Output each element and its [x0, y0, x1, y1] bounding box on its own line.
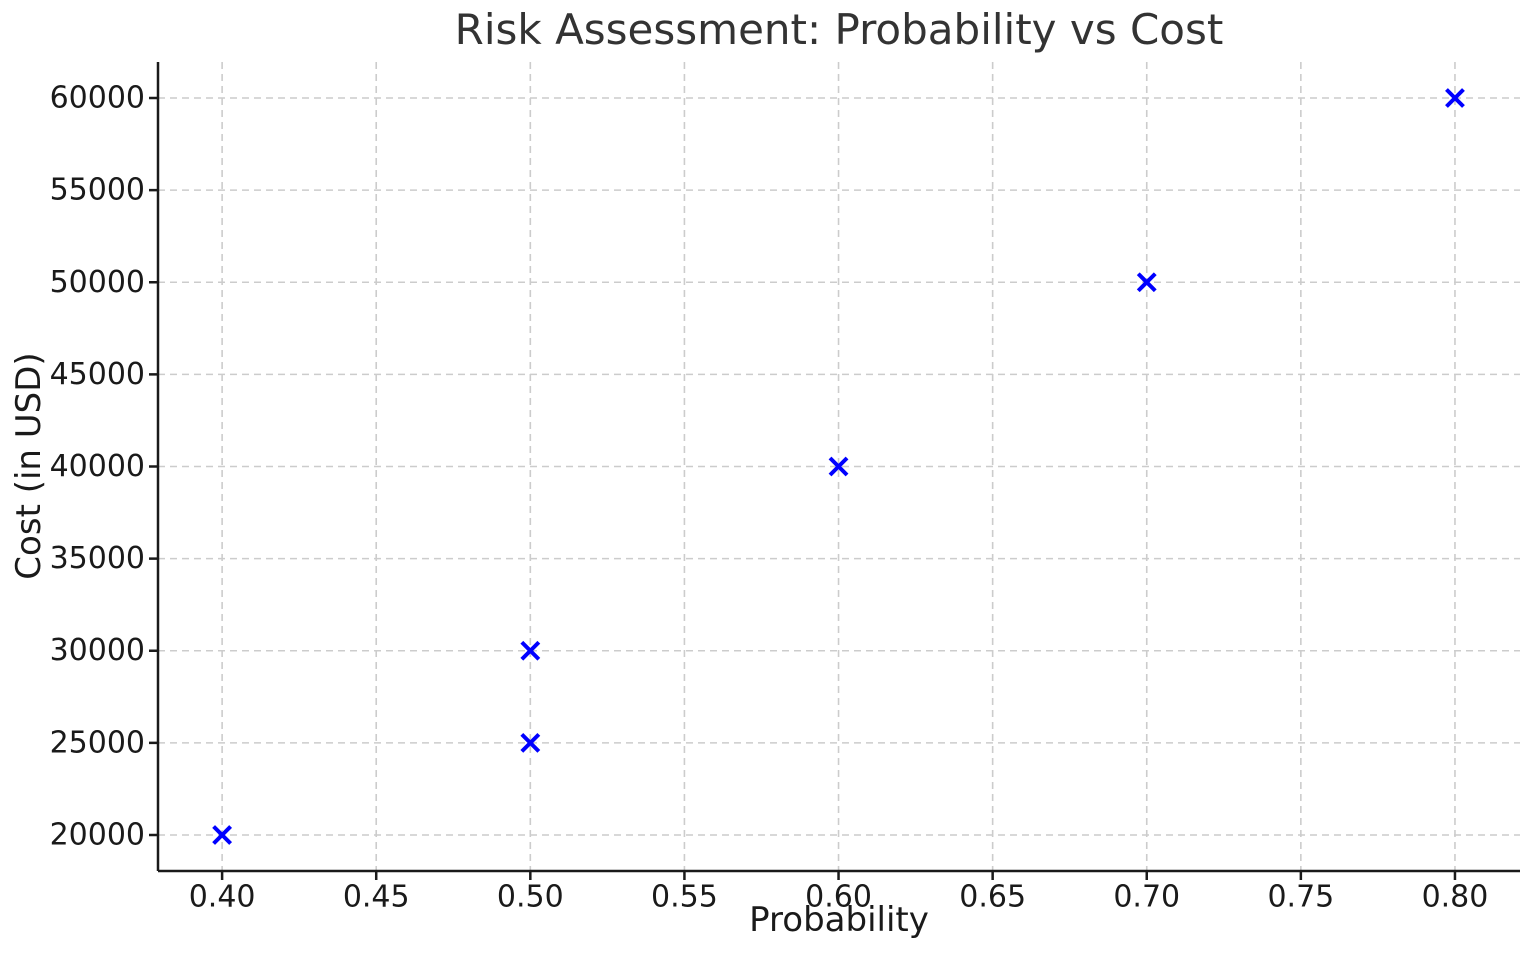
- y-tick-label: 45000: [50, 357, 145, 392]
- data-point-marker: [1136, 272, 1157, 293]
- y-tick-label: 55000: [50, 173, 145, 208]
- data-point-marker: [1445, 88, 1465, 108]
- x-tick-label: 0.70: [1113, 880, 1180, 915]
- y-tick-label: 60000: [50, 81, 145, 116]
- y-tick-label: 50000: [50, 265, 145, 300]
- x-tick-label: 0.55: [651, 880, 718, 915]
- x-tick-label: 0.60: [805, 880, 872, 915]
- data-point-marker: [520, 732, 541, 753]
- x-tick-label: 0.40: [189, 880, 256, 915]
- x-tick-label: 0.50: [497, 880, 564, 915]
- y-tick-label: 40000: [50, 449, 145, 484]
- x-tick-label: 0.75: [1267, 880, 1334, 915]
- y-tick-label: 25000: [50, 725, 145, 760]
- data-point-marker: [828, 456, 849, 477]
- y-tick-label: 20000: [50, 817, 145, 852]
- x-tick-label: 0.45: [343, 880, 410, 915]
- y-axis-label: Cost (in USD): [9, 352, 49, 580]
- x-tick-label: 0.65: [959, 880, 1026, 915]
- data-point-marker: [520, 640, 541, 661]
- y-tick-label: 30000: [50, 633, 145, 668]
- data-point-marker: [212, 825, 233, 845]
- x-tick-label: 0.80: [1422, 880, 1489, 915]
- x-axis-label: Probability: [749, 900, 929, 940]
- y-tick-label: 35000: [50, 541, 145, 576]
- chart-title: Risk Assessment: Probability vs Cost: [454, 5, 1224, 54]
